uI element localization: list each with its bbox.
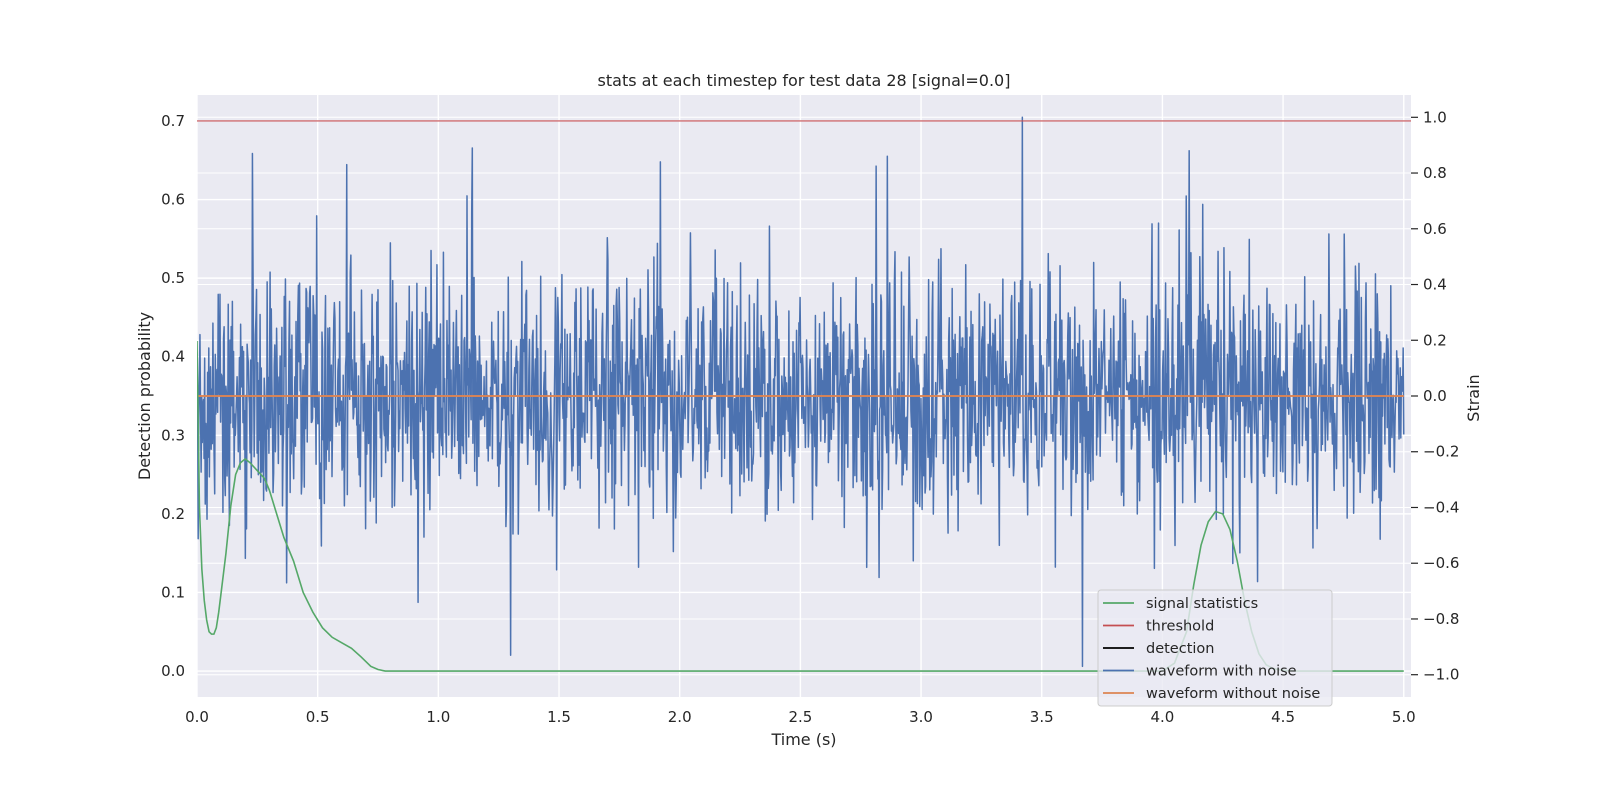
x-tick-label: 3.5	[1030, 708, 1054, 726]
legend-label: signal statistics	[1146, 596, 1258, 612]
legend-label: threshold	[1146, 619, 1214, 635]
y-axis-right-label: Strain	[1464, 374, 1483, 421]
right-axis-series	[197, 116, 1405, 668]
y-tick-label: 0.5	[161, 269, 185, 287]
legend-label: detection	[1146, 641, 1214, 657]
y-tick-label: 0.1	[161, 583, 185, 601]
y-axis-right-ticks: −1.0 −0.8 −0.6 −0.4 −0.2 0.0 0.2 0.4 0.6 0.8 1.0	[1411, 108, 1459, 684]
series-line-signal-statistics	[197, 340, 1404, 672]
y-right-tick-label: 0.8	[1423, 164, 1447, 182]
y-right-tick-label: 0.6	[1423, 220, 1447, 238]
legend-label: waveform without noise	[1146, 686, 1320, 702]
y-tick-label: 0.6	[161, 191, 185, 209]
x-tick-label: 1.5	[547, 708, 571, 726]
y-right-tick-label: 0.0	[1423, 387, 1447, 405]
y-right-tick-label: −1.0	[1423, 666, 1459, 684]
x-axis-ticks: 0.0 0.5 1.0 1.5 2.0 2.5 3.0 3.5 4.0 4.5 5.0	[185, 708, 1416, 726]
y-right-tick-label: −0.8	[1423, 610, 1459, 628]
x-tick-label: 0.0	[185, 708, 209, 726]
y-tick-label: 0.3	[161, 426, 185, 444]
y-tick-label: 0.4	[161, 348, 185, 366]
x-tick-label: 0.5	[306, 708, 330, 726]
x-tick-label: 3.0	[909, 708, 933, 726]
x-tick-label: 2.0	[668, 708, 692, 726]
y-right-tick-label: −0.4	[1423, 498, 1459, 516]
y-right-tick-label: 1.0	[1423, 108, 1447, 126]
y-right-tick-label: 0.4	[1423, 276, 1447, 294]
x-axis-label: Time (s)	[770, 730, 836, 749]
plot-area	[197, 116, 1411, 672]
x-tick-label: 5.0	[1392, 708, 1416, 726]
y-axis-label: Detection probability	[135, 312, 154, 480]
left-axis-series	[197, 120, 1411, 672]
series-line-waveform-with-noise	[197, 116, 1405, 668]
x-tick-label: 4.0	[1150, 708, 1174, 726]
y-right-tick-label: −0.2	[1423, 443, 1459, 461]
x-tick-label: 1.0	[426, 708, 450, 726]
y-axis-ticks: 0.0 0.1 0.2 0.3 0.4 0.5 0.6 0.7	[161, 112, 185, 680]
x-tick-label: 2.5	[788, 708, 812, 726]
y-tick-label: 0.2	[161, 505, 185, 523]
chart-title: stats at each timestep for test data 28 …	[598, 71, 1011, 90]
y-right-tick-label: 0.2	[1423, 331, 1447, 349]
legend-box	[1097, 589, 1333, 707]
y-right-tick-label: −0.6	[1423, 554, 1459, 572]
legend-label: waveform with noise	[1146, 664, 1297, 680]
y-tick-label: 0.0	[161, 662, 185, 680]
legend: signal statistics threshold detection wavef…	[1097, 589, 1333, 707]
y-tick-label: 0.7	[161, 112, 185, 130]
x-tick-label: 4.5	[1271, 708, 1295, 726]
